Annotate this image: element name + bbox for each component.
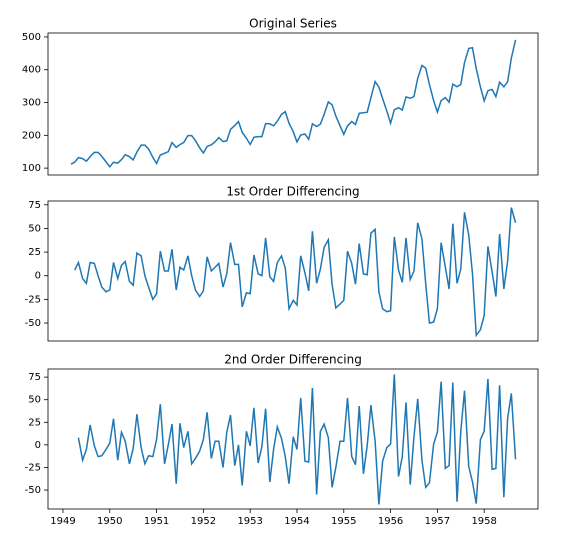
x-tick-label: 1957 xyxy=(425,516,450,527)
y-tick-label: 500 xyxy=(22,32,41,43)
x-tick-label: 1958 xyxy=(471,516,496,527)
y-tick-label: -50 xyxy=(25,485,41,496)
y-tick-label: 75 xyxy=(28,372,41,383)
y-tick-label: 300 xyxy=(22,98,41,109)
x-tick-label: 1956 xyxy=(378,516,403,527)
subplot: 1st Order Differencing -50 -25 0 25 50 75 xyxy=(25,185,539,342)
series-line xyxy=(70,39,517,169)
plot-frame xyxy=(47,32,539,176)
series-line xyxy=(77,374,517,505)
x-tick-label: 1954 xyxy=(284,516,309,527)
x-tick-label: 1950 xyxy=(97,516,122,527)
y-tick-label: 25 xyxy=(28,247,41,258)
subplot-title: 1st Order Differencing xyxy=(226,185,359,199)
y-tick-label: -25 xyxy=(25,294,41,305)
plot-frame xyxy=(47,200,539,342)
x-tick-label: 1953 xyxy=(237,516,262,527)
y-tick-label: 0 xyxy=(35,440,41,451)
x-tick-label: 1949 xyxy=(50,516,75,527)
y-tick-label: 200 xyxy=(22,130,41,141)
y-tick-label: 50 xyxy=(28,395,41,406)
y-tick-label: 25 xyxy=(28,417,41,428)
series-line xyxy=(74,207,517,338)
y-tick-label: 50 xyxy=(28,223,41,234)
plot-frame xyxy=(47,368,539,510)
x-tick-label: 1952 xyxy=(191,516,216,527)
y-tick-label: 100 xyxy=(22,163,41,174)
subplot: Original Series 100 200 300 400 500 xyxy=(22,17,539,176)
x-tick-label: 1951 xyxy=(144,516,169,527)
subplot-title: Original Series xyxy=(249,17,337,31)
y-tick-label: 400 xyxy=(22,65,41,76)
subplot-title: 2nd Order Differencing xyxy=(224,353,362,367)
y-tick-label: 75 xyxy=(28,200,41,211)
y-tick-label: -50 xyxy=(25,318,41,329)
y-tick-label: -25 xyxy=(25,462,41,473)
subplot: 2nd Order Differencing -50 -25 0 25 50 75 1949 1… xyxy=(25,353,539,527)
x-tick-label: 1955 xyxy=(331,516,356,527)
y-tick-label: 0 xyxy=(35,271,41,282)
